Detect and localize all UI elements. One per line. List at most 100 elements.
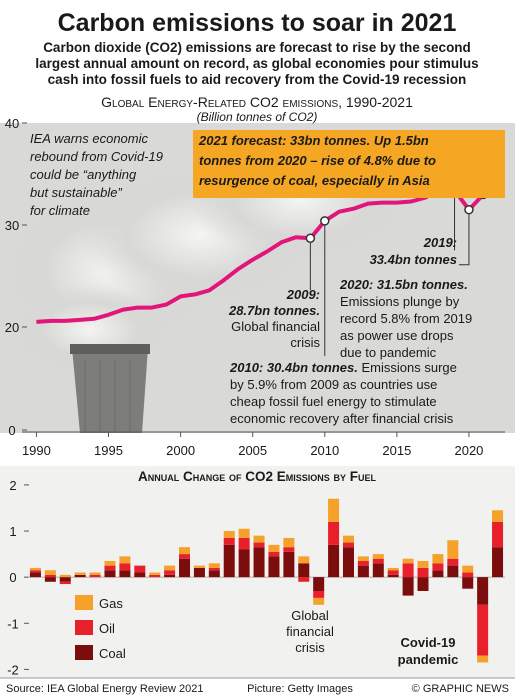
bar-segment (164, 574, 176, 578)
page-subtitle: cash into fossil fuels to aid recovery f… (48, 72, 467, 87)
x-tick-label: 2005 (238, 443, 267, 458)
annotation-heading: 2010: 30.4bn tonnes. (229, 360, 358, 375)
bar-segment (59, 577, 71, 582)
legend-label: Oil (99, 621, 115, 636)
bar-segment (298, 577, 310, 582)
y-tick-label: 0 (9, 570, 16, 585)
bar-segment (253, 535, 265, 543)
bar-segment (462, 572, 474, 578)
bar-segment (492, 510, 504, 522)
x-tick-label: 2000 (166, 443, 195, 458)
bar-segment (328, 544, 340, 578)
annotation: tonnes from 2020 – rise of 4.8% due to (199, 153, 436, 168)
annotation: cheap fossil fuel energy to stimulate (230, 394, 437, 409)
chart-subtitle: (Billion tonnes of CO2) (197, 110, 318, 124)
annotation: pandemic (398, 652, 459, 667)
bar-segment (268, 556, 280, 578)
annotation: as power use drops (340, 328, 454, 343)
annotation: IEA warns economic (30, 131, 149, 146)
annotation: 33.4bn tonnes (370, 252, 457, 267)
y-tick-label: 2 (9, 478, 16, 493)
annotation: Covid-19 (401, 635, 456, 650)
bar-segment (417, 561, 429, 568)
credit: Picture: Getty Images (247, 683, 353, 695)
highlight-point (464, 204, 474, 215)
bar-segment (104, 570, 116, 578)
y-tick-label: 20 (5, 320, 19, 335)
bar-segment (149, 572, 161, 575)
bar-segment (432, 554, 444, 564)
bar-segment (208, 563, 220, 568)
annotation-heading: resurgence of coal, especially in Asia (199, 173, 430, 188)
bar-segment (342, 547, 354, 578)
annotation: rebound from Covid-19 (30, 149, 163, 164)
chart-title: Global Energy-Related CO2 emissions, 199… (101, 94, 413, 110)
legend-label: Gas (99, 596, 123, 611)
bar-segment (432, 570, 444, 578)
bar-segment (268, 551, 280, 557)
annotation: by 5.9% from 2009 as countries use (230, 377, 437, 392)
annotation: 2009: (286, 287, 320, 302)
bar-segment (208, 570, 220, 578)
bar-segment (462, 565, 474, 573)
y-tick-label: 40 (5, 116, 19, 131)
source: Source: IEA Global Energy Review 2021 (6, 683, 204, 695)
annotation: resurgence of coal, especially in Asia (199, 173, 430, 188)
bar-segment (447, 565, 459, 578)
annotation: for climate (30, 203, 90, 218)
bar-segment (134, 565, 146, 573)
bar-segment (387, 570, 399, 575)
bar-segment (298, 563, 310, 578)
annotation: crisis (290, 335, 320, 350)
bar-segment (253, 542, 265, 548)
annotation-heading: 28.7bn tonnes. (228, 303, 320, 318)
highlight-point (305, 233, 316, 244)
bar-segment (238, 549, 250, 578)
page-subtitle: Carbon dioxide (CO2) emissions are forec… (43, 40, 471, 55)
bar-segment (328, 521, 340, 545)
annotation-heading: 2009: (286, 287, 320, 302)
bar-segment (313, 577, 325, 591)
bar-segment (134, 572, 146, 578)
bar-segment (89, 574, 101, 578)
annotation: 2020: 31.5bn tonnes. (339, 277, 468, 292)
annotation-heading: tonnes from 2020 – rise of 4.8% due to (199, 153, 436, 168)
annotation-heading: 33.4bn tonnes (370, 252, 457, 267)
bar-segment (179, 547, 191, 555)
bar-segment (149, 574, 161, 578)
bar-segment (447, 540, 459, 559)
bar-segment (387, 574, 399, 578)
bar-segment (44, 570, 56, 575)
bar-segment (372, 554, 384, 559)
bar-segment (59, 581, 71, 585)
annotation: 2021 forecast: 33bn tonnes. Up 1.5bn (198, 133, 429, 148)
bar-segment (89, 572, 101, 575)
y-tick-label: 1 (9, 524, 16, 539)
bar-segment (119, 556, 131, 564)
bar-segment (283, 537, 295, 548)
bar-segment (74, 574, 86, 578)
annotation: could be “anything (30, 167, 137, 182)
bar-segment (342, 535, 354, 543)
x-tick-label: 1990 (22, 443, 51, 458)
annotation-text: Emissions surge (362, 360, 457, 375)
bar-segment (104, 561, 116, 566)
footer-background (0, 678, 515, 698)
page-subtitle: largest annual amount on record, as glob… (35, 56, 478, 71)
annotation: due to pandemic (340, 345, 437, 360)
legend-label: Coal (99, 646, 126, 661)
annotation: crisis (295, 640, 325, 655)
bar-segment (402, 558, 414, 564)
bar-segment (462, 577, 474, 589)
annotation: economic recovery after financial crisis (230, 411, 454, 426)
bar-segment (328, 498, 340, 522)
bar-segment (164, 570, 176, 575)
bar-segment (313, 590, 325, 598)
bar-segment (29, 572, 41, 578)
annotation-heading: 2019: (423, 235, 457, 250)
bar-segment (179, 558, 191, 578)
annotation-heading: 2021 forecast: 33bn tonnes. Up 1.5bn (198, 133, 429, 148)
legend-swatch (75, 595, 93, 610)
bar-segment (104, 565, 116, 571)
